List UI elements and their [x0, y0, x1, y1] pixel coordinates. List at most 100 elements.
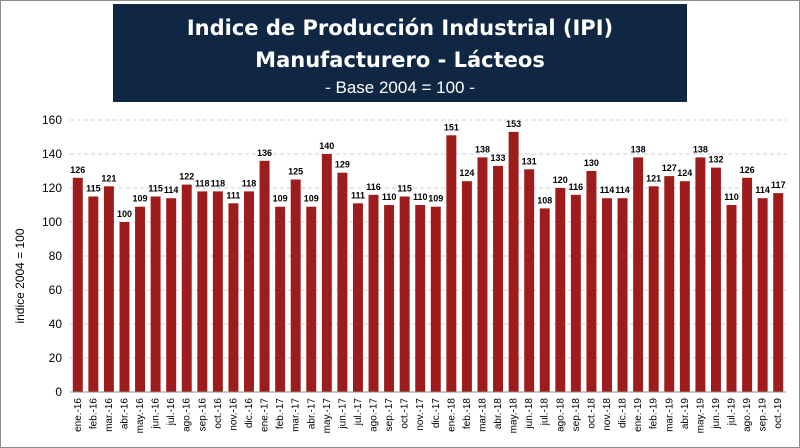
data-label: 131	[522, 156, 537, 166]
y-tick-label: 80	[49, 249, 63, 263]
x-tick-label: mar.-16	[104, 398, 115, 432]
x-tick-label: abr.-16	[119, 398, 130, 430]
data-label: 117	[771, 180, 786, 190]
bar	[352, 203, 363, 392]
data-label: 109	[133, 194, 148, 204]
x-tick-label: oct.-19	[773, 398, 784, 429]
x-tick-label: ago.-16	[182, 398, 193, 432]
x-tick-label: nov.-17	[415, 398, 426, 431]
data-label: 116	[569, 182, 584, 192]
data-label: 114	[755, 185, 770, 195]
data-label: 114	[164, 185, 179, 195]
data-label: 124	[459, 168, 474, 178]
data-label: 138	[631, 144, 646, 154]
x-tick-label: feb.-16	[88, 398, 99, 430]
x-tick-label: sep.-17	[384, 398, 395, 432]
x-tick-label: jun.-19	[711, 398, 722, 430]
bar	[461, 181, 472, 392]
bar	[446, 135, 457, 393]
data-label: 116	[366, 182, 381, 192]
data-label: 111	[351, 190, 365, 200]
bar	[368, 194, 379, 392]
bar	[586, 171, 597, 392]
bar	[399, 196, 410, 392]
data-label: 121	[646, 173, 661, 183]
data-label: 118	[242, 178, 257, 188]
title-banner: Indice de Producción Industrial (IPI) Ma…	[113, 4, 687, 102]
data-label: 111	[226, 190, 240, 200]
data-label: 126	[70, 165, 85, 175]
bar	[493, 165, 504, 392]
data-label: 153	[506, 119, 521, 129]
x-tick-label: jul.-18	[540, 398, 551, 427]
x-tick-label: may.-19	[695, 398, 706, 434]
x-tick-label: ene.-19	[633, 398, 644, 432]
data-label: 138	[475, 144, 490, 154]
y-tick-label: 20	[49, 351, 63, 365]
bar	[555, 188, 566, 392]
data-label: 100	[117, 209, 132, 219]
data-label: 136	[257, 148, 272, 158]
x-tick-label: feb.-18	[462, 398, 473, 430]
bar	[290, 179, 301, 392]
bar	[617, 198, 628, 392]
x-tick-label: oct.-17	[400, 398, 411, 429]
data-label: 109	[273, 194, 288, 204]
bar	[508, 131, 519, 392]
x-tick-label: jul.-17	[353, 398, 364, 427]
x-tick-label: sep.-18	[571, 398, 582, 432]
data-label: 132	[708, 155, 723, 165]
bar	[679, 181, 690, 392]
x-tick-label: mar.-18	[477, 398, 488, 432]
x-tick-label: sep.-19	[758, 398, 769, 432]
bar	[212, 191, 223, 392]
bar	[602, 198, 612, 392]
x-tick-label: sep.-16	[197, 398, 208, 432]
bar	[181, 184, 192, 392]
bar	[384, 205, 395, 392]
data-label: 127	[662, 163, 677, 173]
x-tick-label: dic.-18	[618, 398, 629, 428]
y-tick-label: 40	[49, 317, 63, 331]
x-tick-label: jun.-17	[337, 398, 348, 430]
data-label: 122	[179, 172, 194, 182]
gridlines	[70, 119, 786, 359]
chart-subtitle: - Base 2004 = 100 -	[325, 78, 475, 97]
x-tick-label: ago.-17	[369, 398, 380, 432]
bar	[197, 191, 208, 392]
bar	[773, 193, 784, 392]
x-tick-label: may.-18	[509, 398, 520, 434]
bar	[757, 198, 768, 392]
x-tick-label: jul.-19	[727, 398, 738, 427]
bar	[633, 157, 644, 392]
bar	[150, 196, 161, 392]
y-axis-ticks: 0 20 40 60 80 100 120 140 160	[42, 113, 62, 399]
x-tick-label: abr.-19	[680, 398, 691, 430]
x-tick-label: feb.-19	[649, 398, 660, 430]
bar	[524, 169, 535, 392]
y-axis-label: indice 2004 = 100	[13, 228, 27, 323]
bar	[275, 206, 286, 392]
x-tick-label: ago.-18	[555, 398, 566, 432]
x-tick-label: jul.-16	[166, 398, 177, 427]
y-tick-label: 60	[49, 283, 63, 297]
bar	[119, 222, 130, 392]
data-label: 115	[148, 184, 163, 194]
data-label: 114	[600, 185, 615, 195]
x-tick-label: ene.-16	[73, 398, 84, 432]
x-tick-label: dic.-16	[244, 398, 255, 428]
x-tick-label: may.-17	[322, 398, 333, 434]
data-label: 118	[195, 178, 210, 188]
bar	[742, 177, 753, 392]
bar	[337, 172, 348, 392]
data-label: 115	[397, 184, 412, 194]
data-label: 125	[288, 167, 303, 177]
data-label: 120	[553, 175, 568, 185]
chart-title: Indice de Producción Industrial (IPI) Ma…	[186, 16, 614, 72]
data-label: 109	[428, 194, 443, 204]
bar	[244, 191, 254, 392]
data-label: 110	[413, 192, 428, 202]
x-tick-label: dic.-17	[431, 398, 442, 428]
y-tick-label: 100	[42, 215, 62, 229]
